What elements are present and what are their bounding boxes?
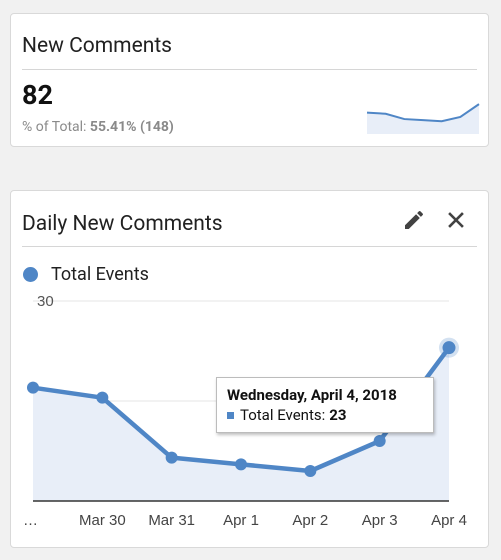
series-area (33, 347, 449, 501)
new-comments-card: New Comments 82 % of Total: 55.41% (148) (10, 13, 489, 147)
x-tick-label: Mar 31 (148, 512, 195, 529)
tooltip-series-label: Total Events: (240, 406, 326, 424)
chart-legend[interactable]: Total Events (22, 262, 149, 286)
data-point[interactable] (373, 435, 386, 447)
tooltip-date: Wednesday, April 4, 2018 (227, 386, 397, 404)
x-tick-label: Apr 3 (362, 512, 398, 529)
chart-tooltip: Wednesday, April 4, 2018 Total Events: 2… (216, 377, 434, 433)
data-point[interactable] (304, 465, 317, 477)
x-tick-label: Apr 1 (223, 512, 259, 529)
sparkline-area (367, 104, 479, 134)
x-tick-label: Mar 30 (79, 512, 126, 529)
tooltip-row: Total Events: 23 (227, 405, 433, 425)
new-comments-value: 82 (22, 79, 53, 111)
legend-swatch (23, 266, 38, 282)
sparkline-chart (366, 103, 480, 134)
sparkline-line (366, 103, 480, 123)
data-point[interactable] (96, 391, 109, 404)
tooltip-swatch (227, 411, 234, 419)
divider (22, 69, 477, 70)
pencil-icon[interactable] (402, 208, 426, 232)
x-tick-label: Apr 2 (292, 512, 328, 529)
new-comments-title: New Comments (22, 34, 173, 58)
percent-of-total-value: 55.41% (148) (89, 119, 174, 135)
data-point[interactable] (235, 458, 247, 471)
data-point[interactable] (442, 341, 456, 355)
close-icon[interactable] (444, 208, 468, 232)
y-tick-label: 30 (37, 293, 54, 310)
data-point[interactable] (165, 451, 178, 464)
x-tick-label: … (23, 512, 38, 529)
divider (22, 246, 477, 247)
percent-of-total-label: % of Total: (22, 119, 87, 135)
data-point[interactable] (27, 381, 39, 394)
legend-label: Total Events (51, 263, 149, 285)
daily-new-comments-card: Daily New Comments Total Events 1530…Mar… (10, 190, 489, 548)
x-tick-label: Apr 4 (431, 512, 467, 529)
percent-of-total: % of Total: 55.41% (148) (22, 118, 174, 136)
daily-new-comments-title: Daily New Comments (22, 212, 223, 236)
tooltip-value: 23 (329, 406, 347, 424)
